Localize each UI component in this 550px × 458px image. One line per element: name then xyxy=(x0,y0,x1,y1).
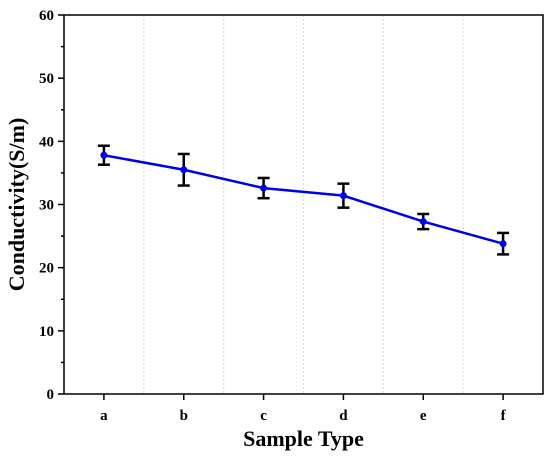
data-point xyxy=(419,218,427,226)
y-tick-label: 10 xyxy=(39,324,54,340)
y-tick-label: 40 xyxy=(39,134,54,150)
x-axis: a b c d e f xyxy=(100,394,507,424)
series-line xyxy=(103,154,504,245)
y-tick-label: 20 xyxy=(39,261,54,277)
y-tick-label: 60 xyxy=(39,8,54,24)
y-tick-label: 30 xyxy=(39,198,54,214)
x-tick-label: d xyxy=(339,408,348,424)
data-point xyxy=(260,184,268,192)
x-tick-label: b xyxy=(180,408,188,424)
y-axis-label: Conductivity(S/m) xyxy=(4,118,29,292)
x-tick-label: c xyxy=(260,408,267,424)
data-point xyxy=(499,240,507,248)
data-point xyxy=(100,151,108,159)
series xyxy=(97,144,510,256)
y-tick-label: 0 xyxy=(47,387,55,403)
x-tick-label: e xyxy=(420,408,427,424)
data-point xyxy=(339,192,347,200)
x-tick-label: a xyxy=(100,408,108,424)
x-axis-label: Sample Type xyxy=(243,426,364,451)
y-axis: 0 10 20 30 40 50 60 xyxy=(39,8,64,403)
data-point xyxy=(180,166,188,174)
y-tick-label: 50 xyxy=(39,71,54,87)
grid-lines xyxy=(143,15,464,394)
x-tick-label: f xyxy=(501,408,507,424)
